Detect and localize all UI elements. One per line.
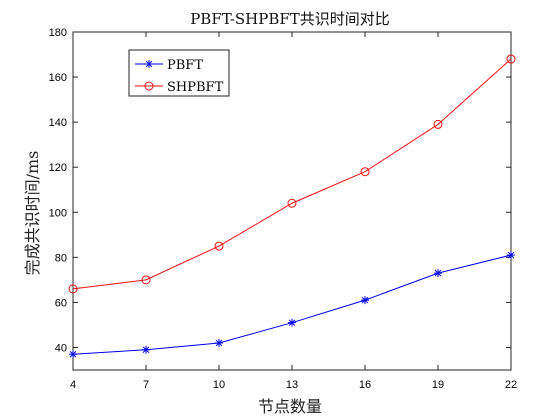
data-point-shpbft xyxy=(360,167,370,177)
data-point-shpbft xyxy=(214,241,224,251)
data-point-pbft xyxy=(507,251,515,260)
x-tick-label: 4 xyxy=(70,379,76,391)
y-tick-label: 60 xyxy=(55,297,67,309)
legend-label-shpbft: SHPBFT xyxy=(167,80,224,95)
data-point-pbft xyxy=(434,269,442,278)
legend-marker-pbft xyxy=(145,60,153,68)
marker-stroke xyxy=(288,319,296,326)
marker-stroke xyxy=(215,339,223,347)
marker-stroke xyxy=(361,296,369,304)
x-tick-label: 19 xyxy=(432,379,444,391)
y-tick-label: 140 xyxy=(49,117,67,129)
data-point-pbft xyxy=(288,318,296,327)
marker-stroke xyxy=(142,346,150,353)
data-point-shpbft xyxy=(506,54,516,64)
y-tick-label: 80 xyxy=(55,252,67,264)
x-axis-title: 节点数量 xyxy=(258,397,322,416)
marker-stroke xyxy=(434,269,442,277)
x-tick-label: 22 xyxy=(505,379,517,391)
legend-marker-shpbft xyxy=(144,81,154,91)
legend-label-pbft: PBFT xyxy=(167,58,203,73)
data-point-pbft xyxy=(69,350,77,359)
x-tick-label: 16 xyxy=(359,379,371,391)
data-point-shpbft xyxy=(433,119,443,129)
data-point-pbft xyxy=(142,345,150,354)
data-point-pbft xyxy=(215,338,223,347)
marker-stroke xyxy=(69,350,77,358)
marker-stroke xyxy=(145,60,153,68)
y-tick-label: 40 xyxy=(55,342,67,354)
y-axis-title: 完成共识时间/ms xyxy=(23,151,42,276)
y-tick-label: 160 xyxy=(49,72,67,84)
x-tick-label: 10 xyxy=(213,379,225,391)
data-point-shpbft xyxy=(287,198,297,208)
y-tick-label: 180 xyxy=(49,27,67,39)
data-point-shpbft xyxy=(68,284,78,294)
x-tick-label: 13 xyxy=(286,379,298,391)
y-tick-label: 100 xyxy=(49,207,67,219)
data-point-shpbft xyxy=(141,275,151,285)
chart-title: PBFT-SHPBFT共识时间对比 xyxy=(190,10,390,28)
x-tick-label: 7 xyxy=(143,379,149,391)
series-line-shpbft xyxy=(72,58,512,290)
marker-stroke xyxy=(507,251,515,259)
y-tick-label: 120 xyxy=(49,162,67,174)
data-point-pbft xyxy=(361,296,369,305)
